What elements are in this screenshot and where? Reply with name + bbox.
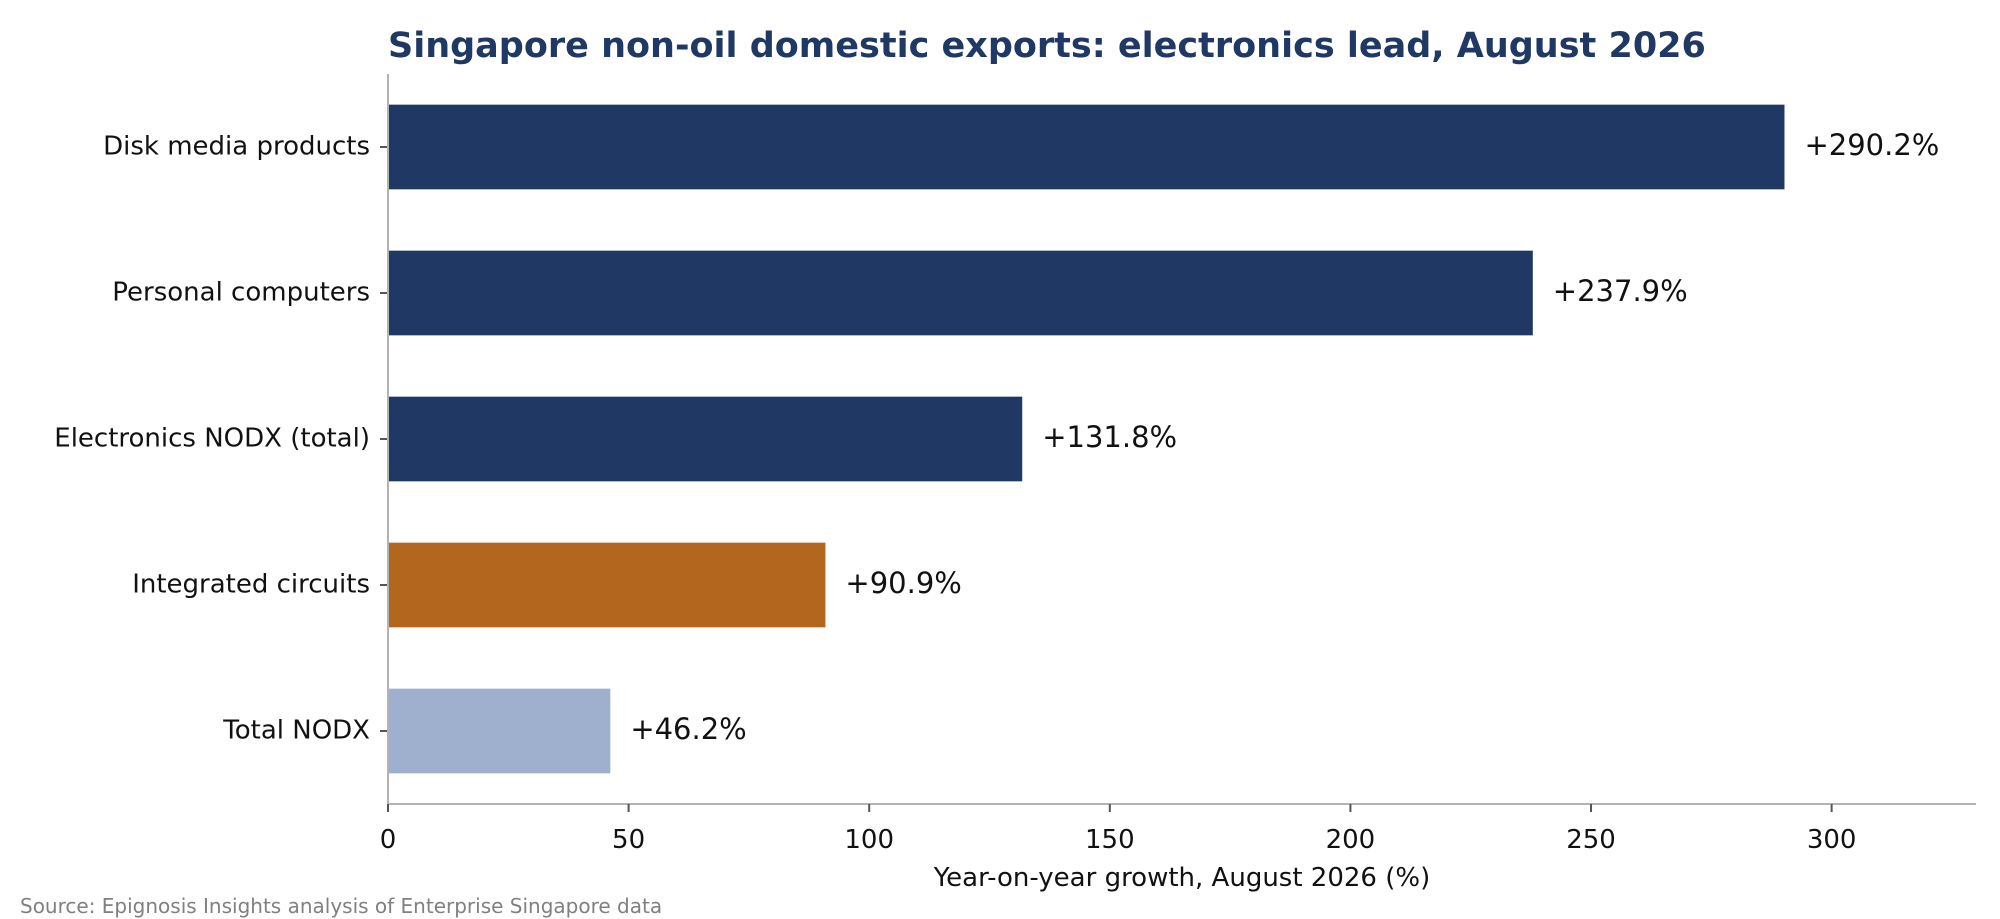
- category-label: Total NODX: [222, 716, 370, 746]
- x-tick-label: 150: [1085, 825, 1135, 855]
- data-label: +90.9%: [845, 566, 961, 600]
- data-labels-layer: +290.2% +237.9% +131.8% +90.9% +46.2%: [630, 128, 1939, 746]
- bar: [388, 396, 1023, 482]
- bars-layer: [388, 104, 1785, 774]
- bar: [388, 688, 611, 774]
- data-label: +131.8%: [1042, 420, 1177, 454]
- data-label: +237.9%: [1553, 274, 1688, 308]
- x-tick-label: 300: [1807, 825, 1857, 855]
- x-axis: 0 50 100 150 200 250 300: [380, 803, 1976, 855]
- chart-title: Singapore non-oil domestic exports: elec…: [388, 26, 1706, 66]
- x-tick-label: 50: [612, 825, 645, 855]
- data-label: +290.2%: [1804, 128, 1939, 162]
- x-axis-label: Year-on-year growth, August 2026 (%): [933, 863, 1431, 893]
- category-label: Personal computers: [112, 278, 370, 308]
- y-axis: Disk media products Personal computers Ele…: [54, 74, 389, 804]
- category-label: Disk media products: [103, 132, 370, 162]
- x-tick-label: 100: [844, 825, 894, 855]
- data-label: +46.2%: [630, 712, 746, 746]
- category-label: Electronics NODX (total): [54, 424, 370, 454]
- category-label: Integrated circuits: [132, 570, 370, 600]
- x-tick-label: 200: [1326, 825, 1376, 855]
- bar: [388, 542, 826, 628]
- x-tick-label: 250: [1566, 825, 1616, 855]
- x-tick-label: 0: [380, 825, 397, 855]
- source-note: Source: Epignosis Insights analysis of E…: [20, 894, 662, 918]
- bar: [388, 250, 1533, 336]
- bar: [388, 104, 1785, 190]
